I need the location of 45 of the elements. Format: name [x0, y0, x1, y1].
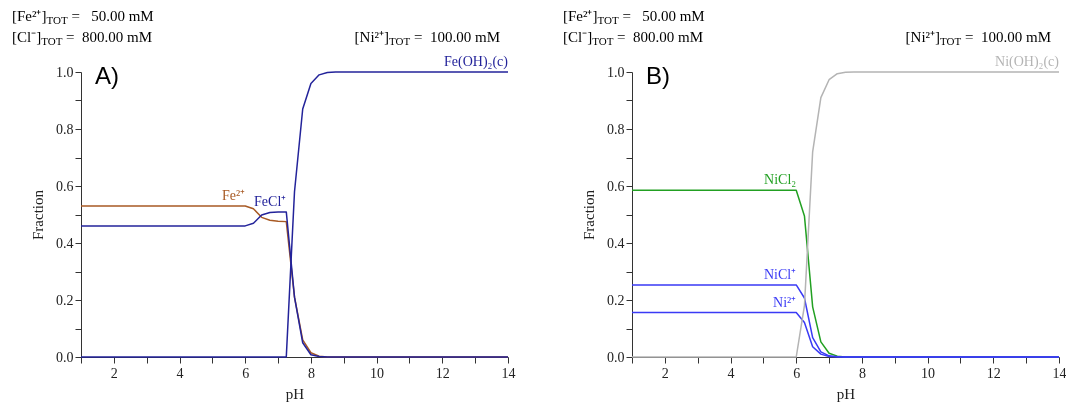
text: [Fe²⁺]$_{TOT}$ = 50.00 mM — [563, 7, 705, 27]
series-label: Ni(OH)₂(c) — [995, 54, 1060, 70]
x-tick-label: 10 — [370, 365, 385, 381]
x-tick-label: 14 — [1052, 365, 1067, 381]
y-axis-title: Fraction — [30, 189, 46, 240]
series-label: NiCl⁺ — [764, 266, 797, 282]
y-tick-label: 0.6 — [56, 178, 74, 194]
series-label: Ni²⁺ — [773, 294, 797, 310]
text: [Fe²⁺]$_{TOT}$ = 50.00 mM — [12, 7, 154, 27]
chart-title: A) — [95, 62, 119, 89]
y-axis-title: Fraction — [581, 189, 597, 240]
series-label: Fe(OH)₂(c) — [444, 54, 509, 70]
x-axis-title: pH — [285, 385, 305, 402]
x-tick-label: 2 — [110, 365, 118, 381]
y-tick-label: 0.6 — [607, 178, 625, 194]
y-tick-label: 1.0 — [56, 64, 74, 80]
chart-title: B) — [646, 62, 670, 89]
y-tick-label: 1.0 — [607, 64, 625, 80]
series-label: NiCl₂ — [764, 172, 797, 188]
x-tick-label: 12 — [986, 365, 1001, 381]
text: [Cl⁻]$_{TOT}$ = 800.00 mM — [563, 28, 705, 48]
x-tick-label: 8 — [858, 365, 866, 381]
series-label: FeCl⁺ — [254, 193, 287, 209]
x-tick-label: 12 — [435, 365, 450, 381]
y-tick-label: 0.4 — [56, 235, 74, 251]
x-axis-title: pH — [836, 385, 856, 402]
text: [Cl⁻]$_{TOT}$ = 800.00 mM — [12, 28, 154, 48]
x-tick-label: 6 — [793, 365, 801, 381]
x-tick-label: 14 — [501, 365, 516, 381]
series-label: Fe²⁺ — [222, 187, 246, 203]
x-tick-label: 10 — [921, 365, 936, 381]
x-tick-label: 4 — [176, 365, 184, 381]
x-tick-label: 8 — [307, 365, 315, 381]
x-tick-label: 2 — [661, 365, 669, 381]
y-tick-label: 0.2 — [607, 292, 625, 308]
y-tick-label: 0.8 — [56, 121, 74, 137]
y-tick-label: 0.2 — [56, 292, 74, 308]
text: [Ni²⁺]$_{TOT}$ = 100.00 mM — [905, 28, 1051, 48]
y-tick-label: 0.0 — [607, 349, 625, 365]
y-tick-label: 0.8 — [607, 121, 625, 137]
text: [Ni²⁺]$_{TOT}$ = 100.00 mM — [354, 28, 500, 48]
y-tick-label: 0.4 — [607, 235, 625, 251]
x-tick-label: 6 — [242, 365, 250, 381]
y-tick-label: 0.0 — [56, 349, 74, 365]
x-tick-label: 4 — [727, 365, 735, 381]
